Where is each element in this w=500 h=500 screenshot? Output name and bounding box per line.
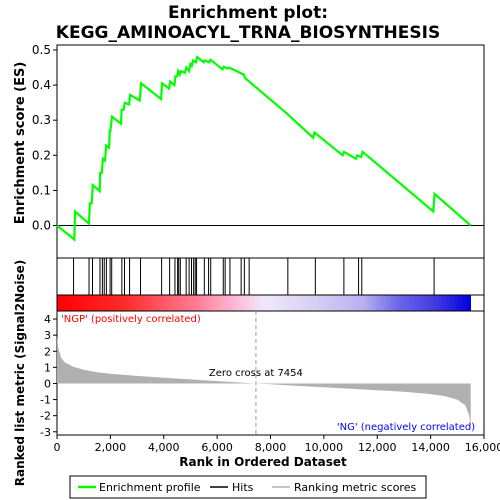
es-panel: 0.0 0.1 0.2 0.3 0.4 0.5 Enrichment score (ES) [13, 43, 485, 259]
metric-y-tick-label: -2 [40, 410, 51, 423]
es-y-tick-label: 0.3 [32, 113, 51, 127]
hit-markers [73, 258, 435, 295]
chart-title-line1: Enrichment plot: [168, 3, 328, 23]
x-tick-label: 0 [54, 441, 61, 454]
hits-panel [56, 257, 485, 296]
x-tick-label: 16,000 [465, 441, 500, 454]
legend-enrichment-label: Enrichment profile [99, 481, 201, 494]
zero-cross-label: Zero cross at 7454 [209, 368, 303, 379]
ranking-metric-area [57, 336, 471, 428]
es-y-tick-label: 0.1 [32, 183, 51, 197]
es-y-tick-label: 0.5 [32, 43, 51, 57]
legend-metric-label: Ranking metric scores [294, 481, 416, 494]
metric-y-tick-label: -3 [40, 426, 51, 439]
chart-title-line2: KEGG_AMINOACYL_TRNA_BIOSYNTHESIS [56, 23, 440, 43]
x-tick-label: 4,000 [148, 441, 180, 454]
x-tick-label: 2,000 [95, 441, 127, 454]
legend: Enrichment profile Hits Ranking metric s… [69, 475, 427, 499]
colorbar-negative-label: 'NG' (negatively correlated) [337, 422, 475, 433]
metric-y-tick-label: 4 [44, 313, 51, 326]
x-axis-ticks: 0 2,000 4,000 6,000 8,000 10,000 12,000 14,000 1… [54, 435, 500, 454]
es-panel-frame [56, 44, 485, 259]
hits-panel-frame [56, 257, 485, 296]
metric-y-axis-label: Ranked list metric (Signal2Noise) [13, 260, 27, 487]
metric-y-ticks: 4 3 2 1 0 -1 -2 -3 [40, 313, 57, 439]
colorbar-positive-label: 'NGP' (positively correlated) [61, 314, 201, 325]
metric-y-tick-label: 1 [44, 361, 51, 374]
legend-box [69, 475, 427, 499]
es-y-axis-label: Enrichment score (ES) [13, 62, 28, 225]
legend-hits-label: Hits [232, 481, 254, 494]
enrichment-profile-line [56, 55, 472, 242]
x-tick-label: 10,000 [305, 441, 344, 454]
x-axis-label: Rank in Ordered Dataset [179, 455, 347, 469]
es-y-tick-label: 0.0 [32, 219, 51, 233]
es-y-tick-label: 0.4 [32, 78, 51, 92]
metric-y-tick-label: 2 [44, 345, 51, 358]
x-tick-label: 8,000 [255, 441, 287, 454]
ranking-colorbar [56, 294, 485, 312]
x-tick-label: 6,000 [201, 441, 233, 454]
x-tick-label: 14,000 [411, 441, 450, 454]
x-tick-label: 12,000 [358, 441, 397, 454]
metric-panel-frame [56, 310, 485, 436]
es-y-ticks: 0.0 0.1 0.2 0.3 0.4 0.5 [32, 43, 57, 233]
colorbar-strip [57, 295, 471, 311]
metric-y-tick-label: 0 [44, 377, 51, 390]
metric-panel: 4 3 2 1 0 -1 -2 -3 'NGP' (positively correlated… [13, 260, 485, 487]
es-y-tick-label: 0.2 [32, 148, 51, 162]
metric-y-tick-label: 3 [44, 329, 51, 342]
metric-y-tick-label: -1 [40, 394, 51, 407]
